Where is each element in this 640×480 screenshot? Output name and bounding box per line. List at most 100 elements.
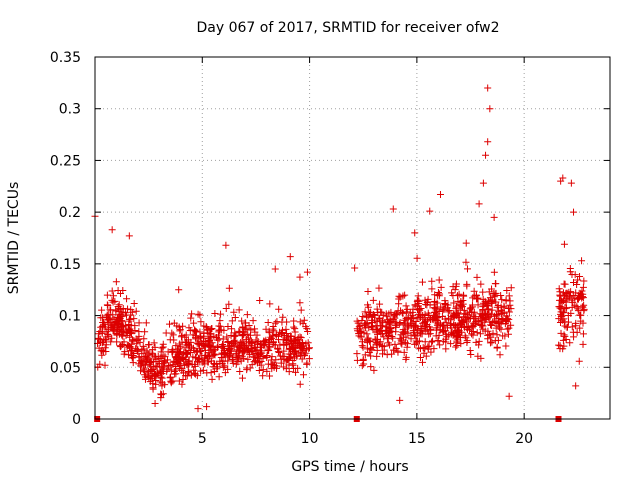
data-point [416,305,424,313]
data-point [373,352,381,360]
data-point [142,361,150,369]
data-point [98,306,106,314]
data-point [419,358,427,366]
data-point [239,332,247,340]
data-point [235,306,243,314]
x-tick-label: 5 [198,431,207,447]
data-point [219,335,227,343]
data-point [235,351,243,359]
data-point [109,311,117,319]
data-point [463,311,471,319]
data-point [275,349,283,357]
data-point [474,318,482,326]
data-point-outlier [125,232,133,240]
data-point [217,310,225,318]
data-point [235,327,243,335]
data-point [292,344,300,352]
data-point [369,296,377,304]
data-point [260,337,268,345]
data-point [441,297,449,305]
data-point [377,308,385,316]
data-point [239,328,247,336]
data-point [561,332,569,340]
data-point [577,317,585,325]
data-point [141,375,149,383]
data-point [111,297,119,305]
data-point [497,292,505,300]
data-point [427,348,435,356]
data-point [95,335,103,343]
data-point [244,346,252,354]
data-point [142,319,150,327]
data-point [499,332,507,340]
data-point [505,292,513,300]
data-point [218,343,226,351]
data-point-outlier [426,207,434,215]
data-point [169,377,177,385]
data-point [97,323,105,331]
data-point [397,331,405,339]
data-point [395,320,403,328]
data-point [103,311,111,319]
data-point [579,294,587,302]
data-point-outlier [396,396,404,404]
data-point [507,284,515,292]
data-point [414,292,422,300]
data-point-outlier [351,264,359,272]
data-point [175,360,183,368]
data-point [576,311,584,319]
data-point [383,351,391,359]
data-point [579,303,587,311]
data-point [503,287,511,295]
data-point [452,282,460,290]
data-point [264,319,272,327]
data-point [224,322,232,330]
data-point [432,324,440,332]
data-point [94,334,102,342]
data-point [181,344,189,352]
data-point [411,340,419,348]
data-point [121,348,129,356]
data-point [126,315,134,323]
data-point [568,271,576,279]
data-point [403,343,411,351]
data-point [363,330,371,338]
data-point [502,296,510,304]
data-point [424,343,432,351]
data-point [103,301,111,309]
data-point [191,369,199,377]
data-point-outlier [462,239,470,247]
data-point [477,354,485,362]
data-point [363,320,371,328]
data-point [108,287,116,295]
plot-frame [94,56,611,420]
data-point [185,342,193,350]
data-point [115,308,123,316]
data-point [560,315,568,323]
data-point [445,314,453,322]
data-point [507,321,515,329]
y-tick-label: 0.2 [59,205,81,221]
data-point [484,331,492,339]
data-point [492,311,500,319]
data-point [186,327,194,335]
data-point [225,300,233,308]
data-point [454,292,462,300]
data-point [479,288,487,296]
data-point [133,340,141,348]
data-point [272,356,280,364]
data-point [424,298,432,306]
data-point [353,356,361,364]
data-point [180,349,188,357]
data-point [294,364,302,372]
data-point [147,375,155,383]
data-point [114,287,122,295]
data-point-outlier [486,105,494,113]
data-point [297,306,305,314]
data-point [457,328,465,336]
data-point [269,332,277,340]
data-point [200,356,208,364]
data-point [172,342,180,350]
data-point [205,337,213,345]
data-point [112,278,120,286]
